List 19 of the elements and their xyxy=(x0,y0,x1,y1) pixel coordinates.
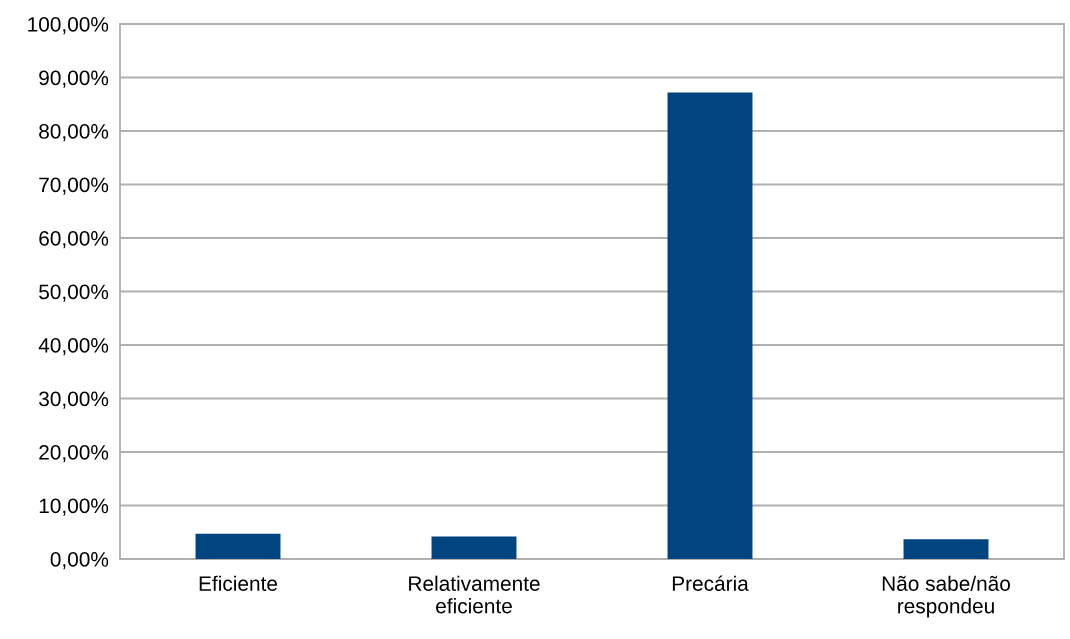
y-tick-label: 10,00% xyxy=(39,498,109,516)
bar xyxy=(667,92,753,559)
y-tick-label: 60,00% xyxy=(39,231,109,249)
y-tick-label: 70,00% xyxy=(39,177,109,195)
y-tick-label: 100,00% xyxy=(28,17,109,35)
y-tick-label: 50,00% xyxy=(39,284,109,302)
bar xyxy=(195,533,281,559)
y-tick-label: 90,00% xyxy=(39,70,109,88)
y-tick-label: 30,00% xyxy=(39,391,109,409)
bar xyxy=(903,539,989,559)
bar xyxy=(431,536,517,559)
y-tick-label: 0,00% xyxy=(50,552,109,570)
x-tick-label: Relativamente eficiente xyxy=(409,575,540,614)
y-tick-label: 80,00% xyxy=(39,124,109,142)
y-tick-label: 40,00% xyxy=(38,338,109,356)
x-tick-label: Não sabe/não respondeu xyxy=(882,575,1010,618)
x-tick-label: Eficiente xyxy=(199,575,278,591)
x-tick-label: Precária xyxy=(672,575,749,591)
y-tick-label: 20,00% xyxy=(39,445,109,463)
